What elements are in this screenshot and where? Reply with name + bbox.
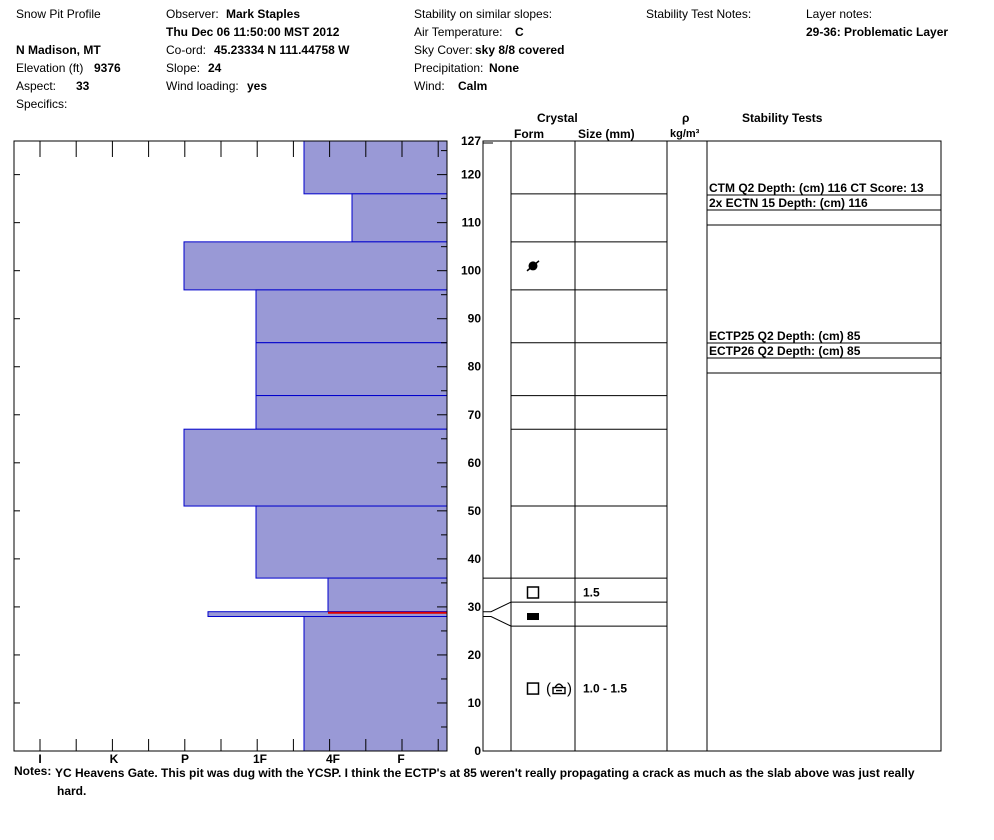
crystal-connector: [483, 616, 512, 627]
notes-text: YC Heavens Gate. This pit was dug with t…: [55, 766, 915, 798]
depth-tick-label: 110: [462, 216, 482, 230]
depth-tick-label: 70: [468, 408, 482, 422]
depth-tick-label: 80: [468, 360, 482, 374]
wind-value: Calm: [458, 79, 488, 93]
hardness-bar: [183, 241, 448, 291]
hardness-bar: [351, 193, 448, 243]
elevation-label: Elevation (ft): [16, 61, 84, 75]
slope-value: 24: [208, 61, 222, 75]
hardness-bar: [255, 289, 448, 344]
specifics-label: Specifics:: [16, 97, 68, 111]
hardness-bar: [303, 616, 448, 752]
hardness-tick-label: 4F: [326, 752, 340, 766]
hardness-tick-label: K: [110, 752, 119, 766]
faceted-grain-icon: [526, 586, 540, 599]
paren-close-icon: ): [567, 681, 572, 698]
rho-header: ρ: [682, 111, 690, 125]
aspect-label: Aspect:: [16, 79, 57, 93]
depth-tick-label: 20: [468, 648, 482, 662]
stability-similar-label: Stability on similar slopes:: [414, 7, 553, 21]
aspect-value: 33: [76, 79, 90, 93]
crystal-header: Crystal: [537, 111, 578, 125]
depth-tick-label: 120: [461, 168, 481, 182]
wind-loading-label: Wind loading:: [166, 79, 239, 93]
stability-test-label: CTM Q2 Depth: (cm) 116 CT Score: 13: [709, 181, 924, 195]
form-header: Form: [514, 127, 544, 141]
page-title: Snow Pit Profile: [16, 7, 101, 21]
depth-tick-label: 50: [468, 504, 482, 518]
stability-test-label: ECTP25 Q2 Depth: (cm) 85: [709, 329, 861, 343]
crystal-connector: [483, 601, 512, 613]
stability-test-label: 2x ECTN 15 Depth: (cm) 116: [709, 196, 868, 210]
datetime: Thu Dec 06 11:50:00 MST 2012: [166, 25, 340, 39]
air-temp-label: Air Temperature:: [414, 25, 503, 39]
depth-tick-label: 30: [468, 600, 482, 614]
sky-label: Sky Cover:: [414, 43, 473, 57]
layer-notes-label: Layer notes:: [806, 7, 873, 21]
crystal-frame: [482, 140, 708, 752]
faceted-grain-icon: [526, 682, 540, 695]
air-temp-value: C: [515, 25, 524, 39]
sky-value: sky 8/8 covered: [475, 43, 565, 57]
rho-unit-header: kg/m³: [670, 128, 700, 140]
hardness-bar: [255, 342, 448, 397]
depth-hoar-icon: [552, 683, 566, 695]
size-header: Size (mm): [578, 127, 635, 141]
slope-label: Slope:: [166, 61, 201, 75]
chart-frame: [13, 140, 448, 752]
crust-icon: [527, 613, 539, 621]
hardness-tick-label: F: [397, 752, 404, 766]
crystal-columns: 1.5 () 1.0 - 1.5: [482, 140, 708, 752]
hardness-tick-label: I: [38, 752, 41, 766]
stability-frame: [706, 140, 942, 752]
hardness-profile: [183, 140, 448, 752]
stability-notes-label: Stability Test Notes:: [646, 7, 752, 21]
observer-value: Mark Staples: [226, 7, 301, 21]
hardness-axis: I K P 1F 4F F: [38, 141, 439, 766]
hardness-bar: [255, 505, 448, 579]
depth-axis: 0 10 20 30 40 50 60 70 80 90 100 110 120 127: [14, 134, 481, 758]
depth-tick-label: 10: [468, 696, 482, 710]
depth-tick-label: 60: [468, 456, 482, 470]
location: N Madison, MT: [16, 43, 101, 57]
hardness-bar: [255, 395, 448, 430]
stability-tests-header: Stability Tests: [742, 111, 823, 125]
coord-label: Co-ord:: [166, 43, 207, 57]
paren-open-icon: (: [546, 681, 551, 698]
precip-label: Precipitation:: [414, 61, 484, 75]
crystal-size-label: 1.5: [583, 585, 600, 599]
stability-test-label: ECTP26 Q2 Depth: (cm) 85: [709, 344, 861, 358]
depth-tick-label: 100: [461, 264, 481, 278]
hardness-tick-label: P: [181, 752, 189, 766]
hardness-bar: [303, 140, 448, 195]
hardness-tick-label: 1F: [253, 752, 267, 766]
elevation-value: 9376: [94, 61, 121, 75]
layer-notes-value: 29-36: Problematic Layer: [806, 25, 949, 39]
rounded-grain-stroke: [526, 260, 540, 272]
observer-label: Observer:: [166, 7, 219, 21]
notes-label: Notes:: [14, 764, 52, 778]
precip-value: None: [489, 61, 519, 75]
wind-loading-value: yes: [247, 79, 268, 93]
hardness-bar: [183, 428, 448, 507]
crystal-size-label: 1.0 - 1.5: [583, 682, 627, 696]
hardness-frame: [13, 140, 448, 752]
depth-tick-label: 40: [468, 552, 482, 566]
depth-tick-label: 90: [468, 312, 482, 326]
coord-value: 45.23334 N 111.44758 W: [214, 43, 350, 57]
depth-tick-label: 0: [474, 744, 481, 758]
hardness-bar: [327, 577, 448, 613]
wind-label: Wind:: [414, 79, 445, 93]
depth-tick-label: 127: [461, 134, 481, 148]
